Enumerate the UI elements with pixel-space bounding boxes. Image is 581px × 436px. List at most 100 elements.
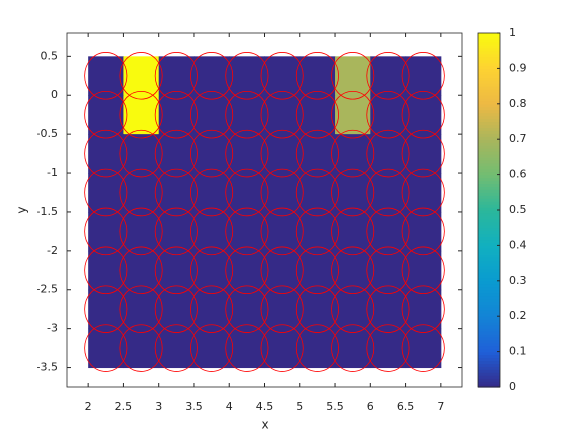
y-tick-label: -2.5 [37,283,58,296]
colorbar-segment [478,342,500,347]
circle [84,129,128,178]
colorbar-segment [478,218,500,223]
colorbar-segment [478,83,500,87]
circle [190,129,234,178]
y-tick-label: -2 [47,244,58,257]
colorbar-segment [478,330,500,335]
heatmap-cell [158,173,195,213]
x-tick-label: 3 [155,400,162,413]
colorbar-tick-label: 0.4 [509,238,527,251]
heatmap-cell [299,56,336,96]
heatmap-cell [229,250,265,291]
colorbar-segment [478,56,500,61]
colorbar-segment [478,280,500,285]
colorbar-segment [478,192,500,196]
colorbar-segment [478,242,500,246]
x-tick-label: 4 [226,400,233,413]
colorbar-segment [478,74,500,78]
circle [401,246,445,295]
heatmap-cell [229,134,265,174]
colorbar-segment [478,221,500,226]
colorbar-segment [478,109,500,114]
circle [331,207,375,256]
colorbar-segment [478,381,500,385]
colorbar-segment [478,153,500,158]
circle [84,285,128,333]
circle [190,285,234,333]
circle [401,90,445,139]
heatmap-cell [193,328,230,369]
circle [331,246,375,295]
colorbar-segment [478,319,500,323]
colorbar-segment [478,198,500,202]
colorbar-segment [478,65,500,69]
heatmap-cell [158,134,195,174]
circle [366,285,410,333]
heatmap-cell [158,289,195,330]
colorbar-segment [478,130,500,134]
colorbar-segment [478,348,500,353]
circle [260,129,304,178]
colorbar-segment [478,136,500,140]
circle [331,324,375,372]
colorbar-tick-label: 0.1 [509,345,527,358]
circle [154,324,198,372]
heatmap-cell [158,95,195,135]
heatmap-cell [299,134,336,174]
y-tick-label: -3.5 [37,361,58,374]
colorbar-segment [478,151,500,155]
colorbar-segment [478,186,500,190]
circle [366,168,410,217]
colorbar-segment [478,322,500,326]
colorbar-segment [478,142,500,146]
circle [401,168,445,217]
colorbar-tick-label: 0.5 [509,203,527,216]
colorbar-segment [478,286,500,291]
colorbar-segment [478,372,500,376]
colorbar-segment [478,50,500,55]
heatmap-cell [123,289,160,330]
heatmap-cell [405,328,442,369]
colorbar-segment [478,248,500,252]
colorbar-segment [478,177,500,182]
heatmap-cell [335,134,371,174]
circle [295,168,339,217]
circle [190,52,234,100]
heatmap-cell [193,134,230,174]
heatmap-cell [264,250,301,291]
x-tick-label: 5.5 [326,400,344,413]
colorbar-segment [478,384,500,388]
circle [190,246,234,295]
colorbar-segment [478,71,500,75]
x-axis-label: x [261,418,268,432]
colorbar-segment [478,328,500,332]
colorbar-segment [478,369,500,373]
circle [225,52,269,100]
colorbar-segment [478,156,500,161]
colorbar-segment [478,292,500,297]
heatmap-cell [229,56,265,96]
heatmap-cell [158,211,195,252]
heatmap-cell [123,95,160,135]
colorbar-tick-label: 0.6 [509,168,527,181]
circle [84,52,128,100]
heatmap-cell [335,56,371,96]
colorbar-tick-label: 0.7 [509,132,527,145]
colorbar-segment [478,124,500,128]
colorbar-segment [478,325,500,329]
x-tick-label: 6.5 [397,400,415,413]
colorbar-segment [478,260,500,264]
circle [225,246,269,295]
colorbar-tick-label: 0.9 [509,61,527,74]
colorbar-segment [478,68,500,72]
x-tick-label: 2 [85,400,92,413]
circle [295,52,339,100]
colorbar-segment [478,133,500,137]
circle [225,285,269,333]
colorbar-segment [478,310,500,314]
heatmap-cell [299,95,336,135]
colorbar-segment [478,118,500,123]
circle [366,90,410,139]
x-tick-label: 2.5 [115,400,133,413]
circle [331,90,375,139]
